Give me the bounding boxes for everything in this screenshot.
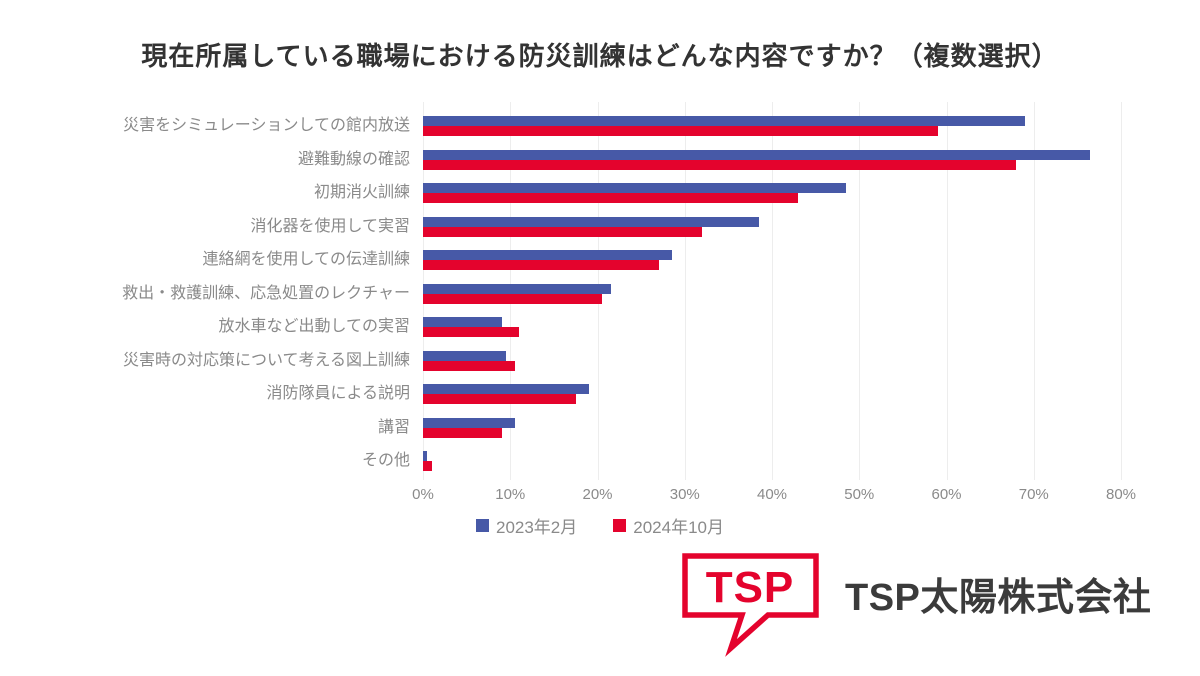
category-label: 初期消火訓練 — [313, 184, 410, 201]
bar-2023年2月 — [423, 451, 428, 461]
company-name: TSP太陽株式会社 — [845, 577, 1152, 619]
logo-bubble-text: TSP — [706, 563, 795, 612]
gridline — [859, 102, 861, 480]
bar-2024年10月 — [423, 293, 602, 304]
gridline — [1121, 102, 1122, 480]
category-label: 災害をシミュレーションしての館内放送 — [123, 117, 410, 134]
x-axis-tick: 10% — [495, 486, 526, 503]
bar-2024年10月 — [423, 226, 703, 237]
x-axis-tick: 20% — [582, 486, 613, 503]
gridline — [684, 102, 686, 480]
bar-2024年10月 — [423, 394, 576, 404]
category-label: 避難動線の確認 — [297, 150, 410, 168]
category-label: その他 — [361, 452, 410, 469]
legend-label: 2024年10月 — [633, 518, 724, 537]
chart-legend: 2023年2月 2024年10月 — [0, 513, 1200, 538]
x-axis-tick: 50% — [844, 486, 875, 503]
gridline — [946, 102, 948, 480]
category-label: 講習 — [377, 418, 410, 436]
plot-area — [423, 102, 1122, 480]
legend-label: 2023年2月 — [495, 518, 578, 537]
bar-2023年2月 — [423, 283, 611, 294]
bar-2024年10月 — [423, 360, 515, 371]
bar-2023年2月 — [423, 183, 847, 193]
bar-2024年10月 — [423, 193, 799, 203]
bar-2024年10月 — [423, 159, 1017, 170]
category-label: 消防隊員による説明 — [266, 385, 410, 402]
legend-item: 2023年2月 — [475, 513, 578, 538]
bar-2023年2月 — [423, 350, 506, 361]
bar-2024年10月 — [423, 260, 659, 270]
speech-bubble-icon — [682, 553, 819, 657]
bar-2023年2月 — [423, 216, 759, 227]
x-axis-tick: 60% — [931, 486, 962, 503]
x-axis-tick: 80% — [1105, 486, 1137, 503]
x-axis-tick: 40% — [756, 486, 788, 503]
category-label-layer: 災害をシミュレーションしての館内放送避難動線の確認初期消火訓練消化器を使用して実… — [0, 102, 410, 480]
category-label: 消化器を使用して実習 — [250, 217, 410, 235]
category-label: 連絡網を使用しての伝達訓練 — [202, 251, 410, 268]
bar-2023年2月 — [423, 116, 1026, 126]
tsp-logo: TSP — [682, 553, 819, 657]
bar-2023年2月 — [423, 417, 515, 428]
legend-swatch — [613, 519, 627, 532]
legend-swatch — [475, 519, 489, 532]
category-label: 放水車など出動しての実習 — [218, 318, 410, 335]
x-axis-tick-layer: 0% 10% 20% 30% 40% 50% 60% 70% 80% — [412, 486, 1136, 504]
bar-2024年10月 — [423, 427, 502, 438]
x-axis-tick: 70% — [1018, 486, 1049, 503]
category-label: 救出・救護訓練、応急処置のレクチャー — [122, 284, 410, 302]
gridline — [1033, 102, 1035, 480]
bar-2023年2月 — [423, 149, 1091, 160]
bar-2024年10月 — [423, 126, 938, 136]
gridline — [772, 102, 773, 480]
chart-title: 現在所属している職場における防災訓練はどんな内容ですか？（複数選択） — [141, 41, 1059, 71]
bar-2023年2月 — [423, 250, 672, 260]
x-axis-tick: 30% — [669, 486, 700, 503]
bar-2023年2月 — [423, 384, 589, 394]
bar-2023年2月 — [423, 317, 502, 327]
bar-2024年10月 — [423, 461, 432, 471]
legend-item: 2024年10月 — [613, 513, 724, 538]
category-label: 災害時の対応策について考える図上訓練 — [122, 351, 410, 369]
x-axis-tick: 0% — [412, 486, 434, 503]
bar-2024年10月 — [423, 327, 519, 337]
